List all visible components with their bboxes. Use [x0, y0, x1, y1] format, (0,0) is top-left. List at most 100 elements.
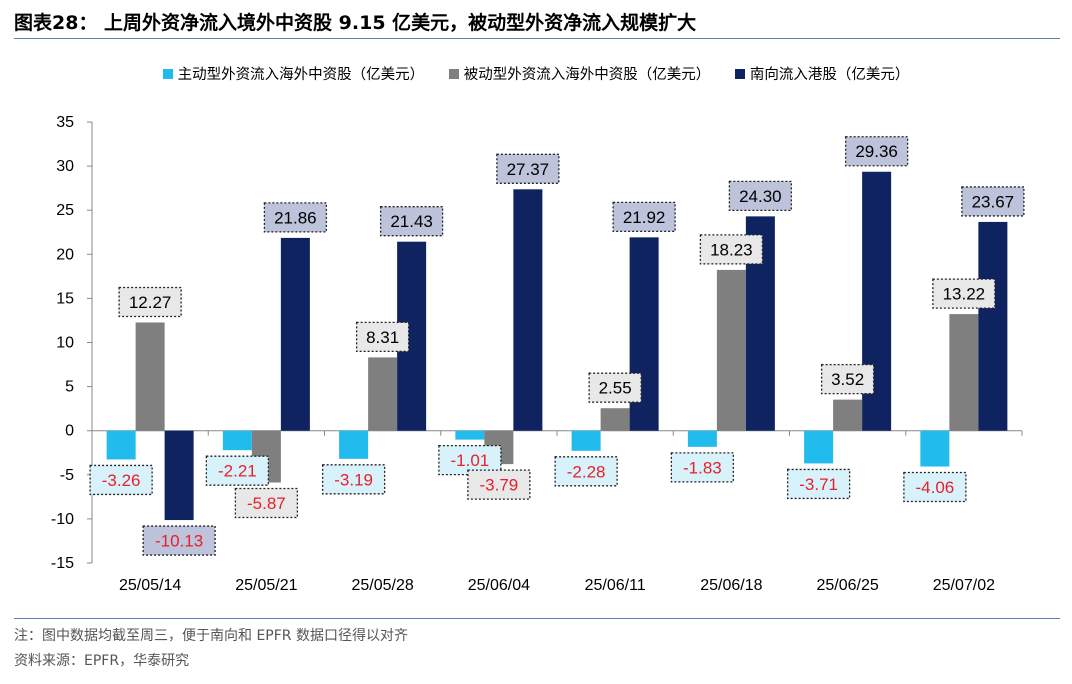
data-label: 2.55 — [599, 379, 632, 398]
y-tick-label: -10 — [51, 511, 74, 528]
legend-item-southbound: 南向流入港股（亿美元） — [734, 63, 910, 84]
title-divider — [14, 38, 1060, 39]
legend-swatch-active — [162, 69, 173, 79]
y-tick-label: 15 — [56, 290, 74, 307]
bar-passive — [600, 408, 630, 431]
data-label: 13.22 — [943, 285, 986, 304]
data-label-box — [263, 202, 328, 233]
page-title: 图表28： 上周外资净流入境外中资股 9.15 亿美元，被动型外资净流入规模扩大 — [14, 12, 697, 34]
legend-label-passive: 被动型外资流入海外中资股（亿美元） — [463, 67, 711, 83]
data-label: -1.83 — [683, 458, 722, 477]
data-label-box — [786, 468, 851, 500]
data-label: -3.79 — [480, 476, 519, 495]
legend-swatch-southbound — [734, 69, 745, 79]
data-label: -2.21 — [218, 462, 257, 481]
data-label: -3.26 — [102, 471, 141, 490]
data-label-box — [932, 278, 996, 309]
y-tick-label: 0 — [65, 423, 74, 440]
bar-passive — [949, 314, 979, 431]
bar-active — [571, 430, 601, 451]
bar-southbound — [513, 189, 543, 431]
bar-active — [222, 430, 252, 451]
x-tick-label: 25/06/25 — [816, 577, 878, 594]
y-tick-label: 35 — [56, 114, 74, 131]
data-label: 21.86 — [274, 208, 317, 227]
bar-southbound — [164, 430, 194, 521]
data-label: -3.19 — [334, 470, 373, 489]
bar-active — [804, 430, 834, 464]
data-label-box — [699, 234, 764, 265]
y-tick-label: -5 — [60, 467, 74, 484]
data-label-box — [379, 206, 444, 237]
legend-item-active: 主动型外资流入海外中资股（亿美元） — [162, 63, 425, 84]
data-label: 21.92 — [623, 208, 666, 227]
data-label: 29.36 — [855, 142, 898, 161]
data-label-box — [903, 471, 967, 503]
data-label-box — [355, 321, 410, 353]
chart-legend: 主动型外资流入海外中资股（亿美元） 被动型外资流入海外中资股（亿美元） 南向流入… — [0, 63, 1072, 84]
x-tick-label: 25/07/02 — [933, 577, 995, 594]
data-label: -3.71 — [799, 475, 838, 494]
y-tick-label: -15 — [51, 555, 74, 572]
x-tick-label: 25/06/04 — [468, 577, 530, 594]
data-label: 23.67 — [972, 192, 1015, 211]
data-label: -5.87 — [247, 494, 286, 513]
legend-label-active: 主动型外资流入海外中资股（亿美元） — [177, 67, 425, 83]
bar-active — [687, 430, 717, 447]
data-label: 24.30 — [739, 187, 782, 206]
data-label: -4.06 — [916, 478, 955, 497]
bar-active — [339, 430, 369, 459]
data-label: -10.13 — [155, 532, 203, 551]
data-label: -2.28 — [567, 462, 606, 481]
data-label-box — [554, 456, 618, 487]
data-label-box — [89, 464, 153, 496]
data-label: 12.27 — [129, 293, 172, 312]
data-label-box — [205, 455, 270, 486]
data-label-box — [728, 180, 793, 212]
bar-active — [106, 430, 136, 460]
data-label-box — [612, 201, 676, 233]
data-label-box — [961, 186, 1025, 217]
x-tick-label: 25/05/21 — [235, 577, 297, 594]
chart-source: 资料来源：EPFR，华泰研究 — [14, 653, 190, 669]
data-label-box — [496, 153, 560, 184]
y-tick-label: 5 — [65, 379, 74, 396]
bar-passive — [135, 322, 165, 431]
bar-active — [455, 430, 485, 440]
chart-note: 注：图中数据均截至周三，便于南向和 EPFR 数据口径得以对齐 — [14, 628, 408, 644]
data-label: 8.31 — [366, 328, 399, 347]
y-tick-label: 25 — [56, 202, 74, 219]
data-label-box — [670, 452, 735, 483]
data-label: 27.37 — [507, 160, 550, 179]
legend-item-passive: 被动型外资流入海外中资股（亿美元） — [448, 63, 711, 84]
data-label-box — [118, 286, 182, 318]
data-label: 18.23 — [710, 240, 753, 259]
data-label: 21.43 — [390, 212, 433, 231]
bar-passive — [716, 269, 746, 431]
x-tick-label: 25/05/14 — [119, 577, 181, 594]
y-tick-label: 10 — [56, 335, 74, 352]
y-tick-label: 20 — [56, 246, 74, 263]
data-label-box — [142, 525, 216, 556]
data-label-box — [467, 469, 531, 500]
data-label-box — [844, 136, 909, 167]
x-tick-label: 25/06/11 — [585, 577, 646, 594]
data-label-box — [820, 364, 875, 395]
data-label-box — [234, 487, 299, 519]
x-tick-label: 25/06/18 — [700, 577, 762, 594]
footer-divider — [14, 618, 1060, 619]
data-label-box — [588, 372, 642, 403]
data-label-box — [321, 464, 386, 495]
y-tick-label: 30 — [56, 158, 74, 175]
bar-southbound — [978, 221, 1008, 431]
data-label: 3.52 — [831, 370, 864, 389]
bar-active — [920, 430, 950, 467]
legend-label-southbound: 南向流入港股（亿美元） — [749, 67, 910, 83]
data-label: -1.01 — [451, 451, 490, 470]
bar-passive — [833, 399, 863, 431]
bar-southbound — [280, 237, 310, 431]
x-tick-label: 25/05/28 — [351, 577, 413, 594]
legend-swatch-passive — [448, 69, 459, 79]
bar-passive — [368, 357, 398, 431]
